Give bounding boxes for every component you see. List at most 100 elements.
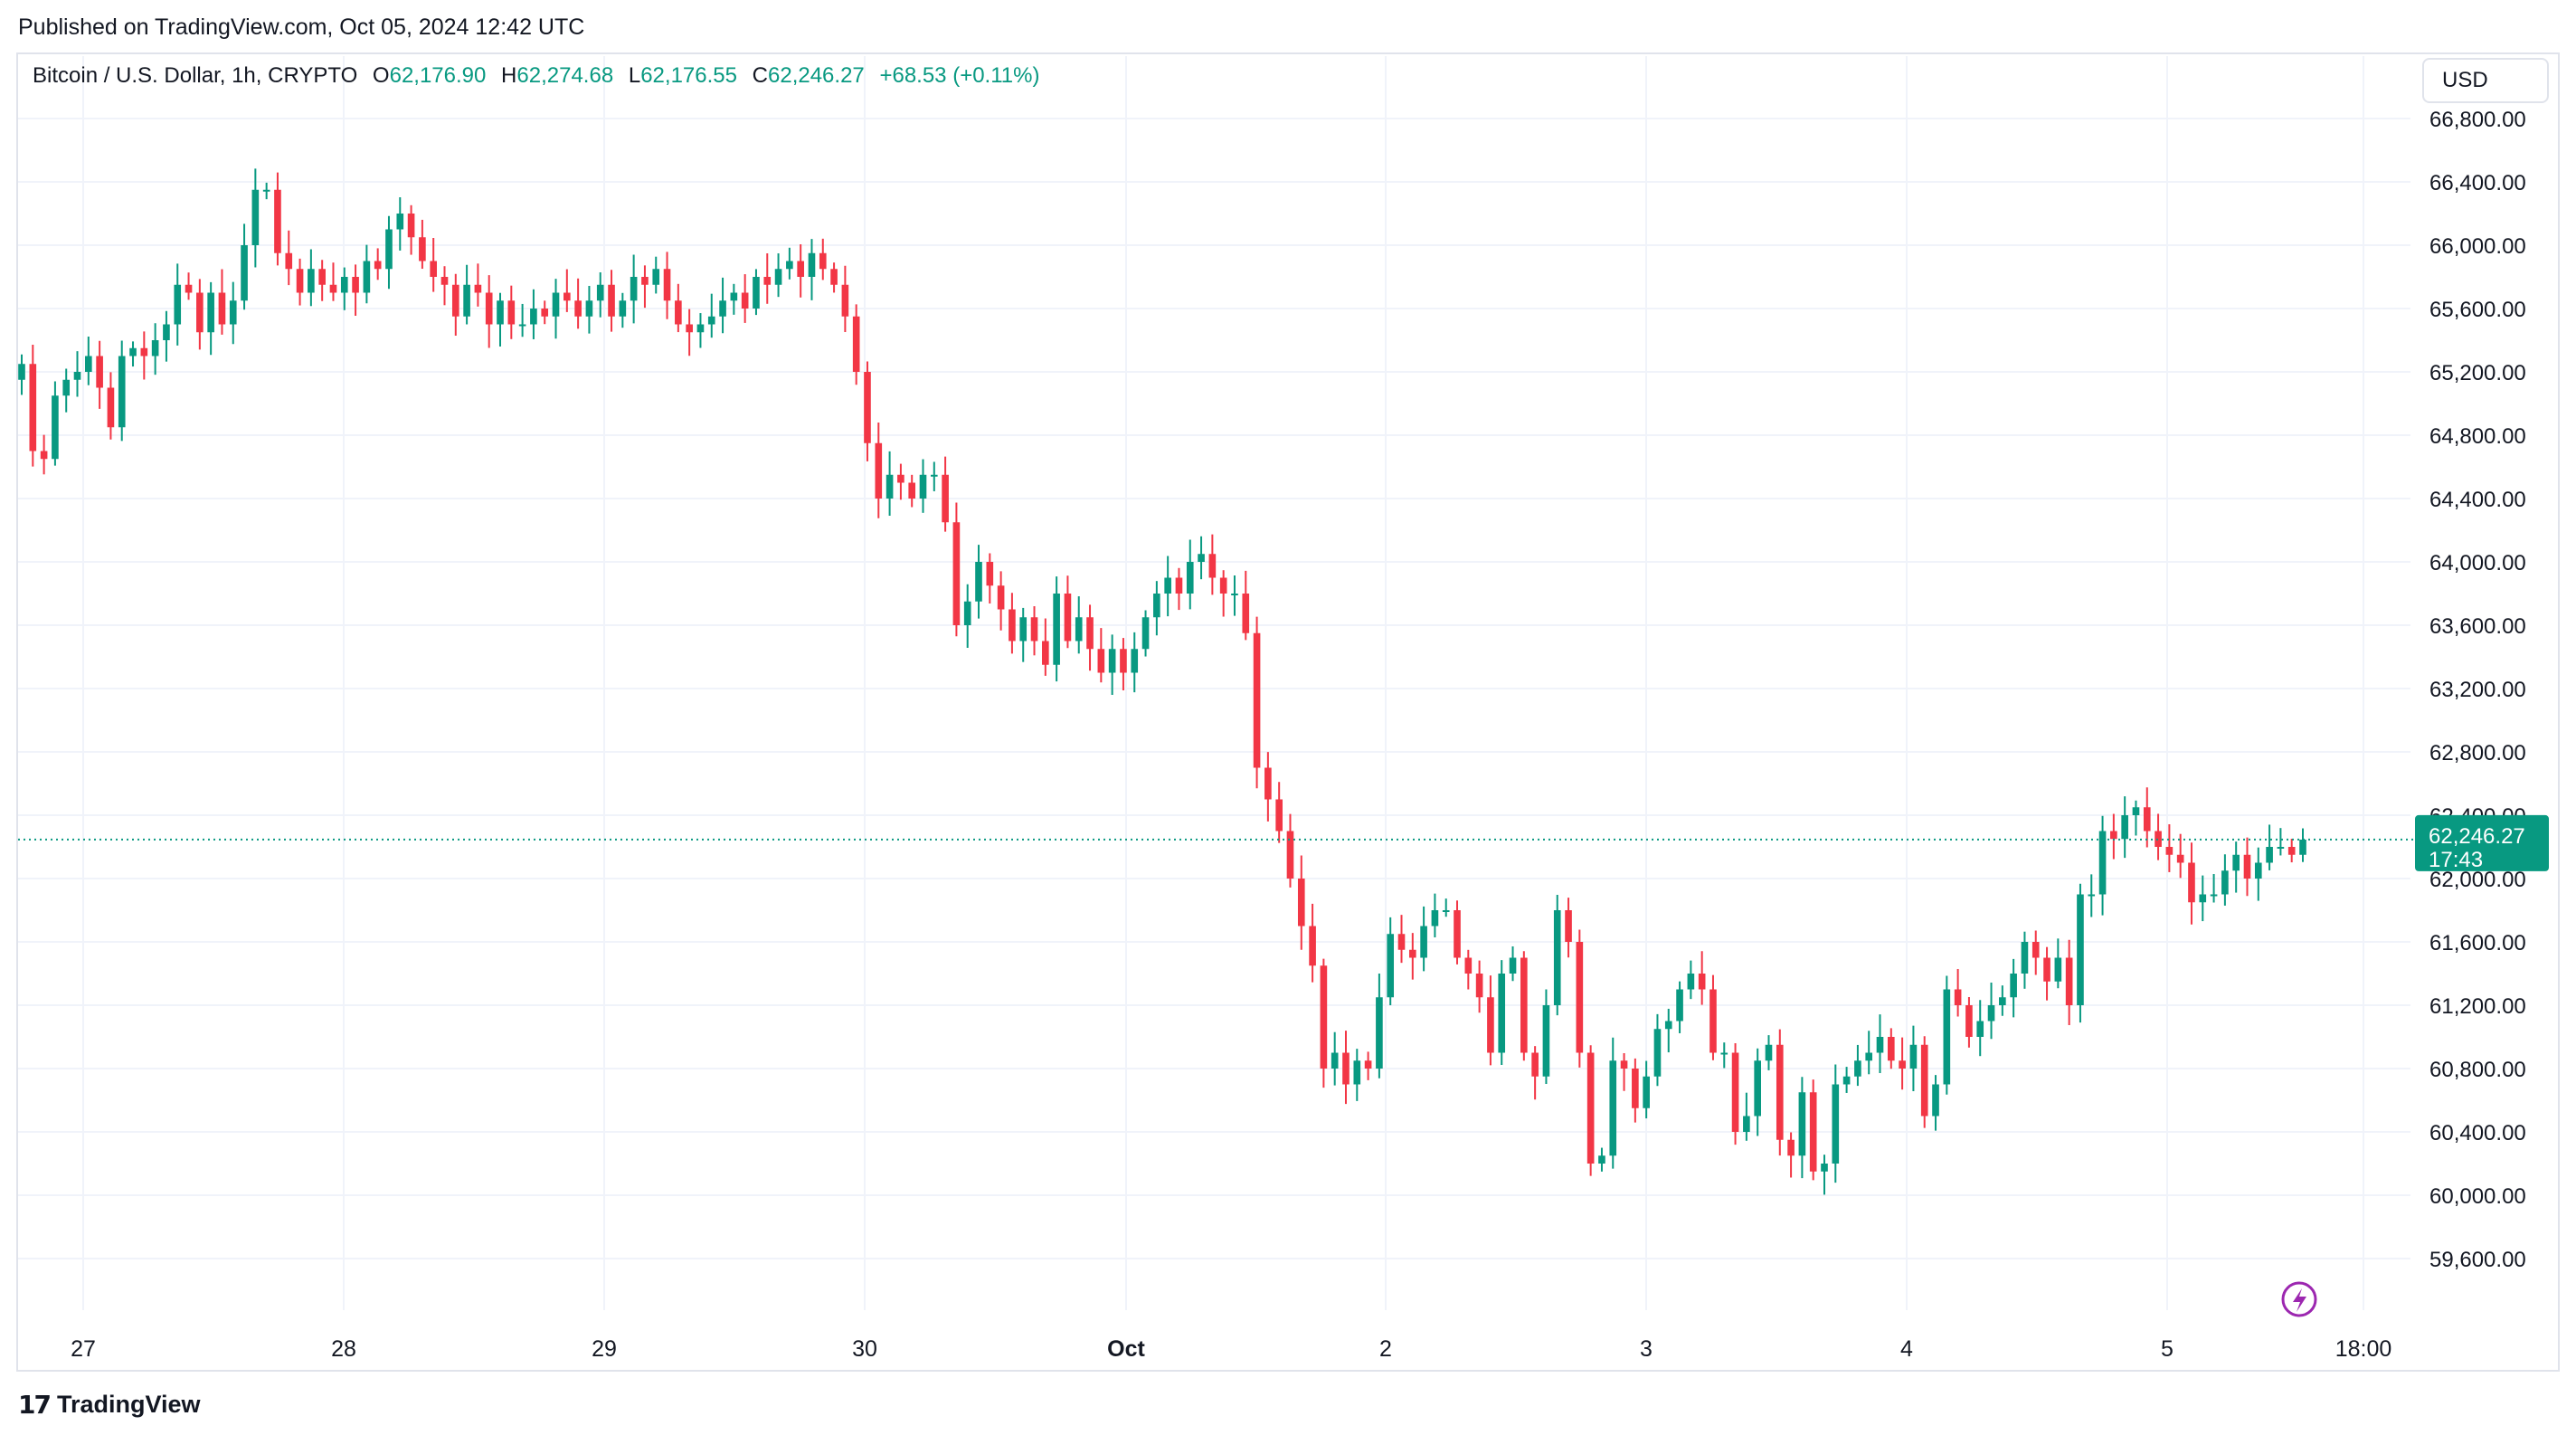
candle-body — [2188, 862, 2195, 903]
candle-body — [1286, 831, 1294, 879]
candle-body — [1787, 1139, 1795, 1156]
lightning-icon[interactable] — [2281, 1281, 2317, 1317]
y-tick-label: 66,000.00 — [2429, 234, 2526, 259]
candle-body — [1097, 649, 1105, 673]
candle-body — [407, 214, 415, 238]
candle-body — [1999, 997, 2006, 1005]
candle-body — [518, 324, 526, 327]
candle-body — [1487, 997, 1494, 1053]
candle-body — [352, 277, 359, 293]
candle-body — [2287, 847, 2296, 855]
candle-body — [430, 261, 438, 277]
candle-body — [1454, 910, 1461, 958]
candle-body — [2088, 894, 2096, 897]
candle-body — [1198, 554, 1205, 562]
x-tick-label: 18:00 — [2335, 1336, 2392, 1362]
candle-body — [185, 284, 193, 293]
candle-body — [40, 451, 48, 460]
candle-body — [2199, 894, 2207, 903]
candle-body — [786, 261, 793, 270]
chart-frame[interactable] — [16, 52, 2560, 1372]
candle-body — [841, 284, 849, 317]
candle-body — [2232, 854, 2240, 871]
y-tick-label: 61,200.00 — [2429, 994, 2526, 1019]
last-price-badge — [2415, 814, 2549, 871]
candle-body — [730, 292, 738, 301]
candle-body — [1932, 1084, 1939, 1117]
x-tick-label: 29 — [592, 1336, 617, 1362]
candle-body — [763, 277, 772, 285]
x-tick-label: 5 — [2161, 1336, 2174, 1362]
candle-body — [1053, 594, 1060, 665]
candle-body — [1320, 965, 1328, 1069]
candle-body — [2143, 807, 2151, 832]
currency-selector[interactable]: USD — [2422, 58, 2549, 103]
candle-body — [85, 356, 92, 372]
candle-body — [1676, 989, 1683, 1022]
last-price-countdown: 17:43 — [2429, 848, 2483, 872]
y-tick-label: 66,400.00 — [2429, 171, 2526, 195]
y-tick-label: 60,800.00 — [2429, 1058, 2526, 1082]
candle-body — [1720, 1052, 1728, 1055]
candle-body — [1609, 1060, 1617, 1156]
x-tick-label: 30 — [852, 1336, 877, 1362]
tradingview-logo[interactable]: 17 TradingView — [18, 1390, 201, 1420]
candle-body — [118, 356, 126, 428]
open-value: 62,176.90 — [389, 63, 487, 88]
candle-body — [329, 284, 337, 293]
candle-body — [707, 316, 715, 325]
candle-body — [474, 284, 482, 293]
x-tick-label: Oct — [1107, 1336, 1145, 1362]
candle-body — [1108, 649, 1116, 673]
candle-body — [1131, 649, 1139, 673]
candle-body — [419, 237, 426, 261]
candle-body — [1297, 879, 1305, 927]
candle-body — [1075, 617, 1083, 641]
candle-body — [1231, 594, 1238, 595]
candle-body — [1208, 554, 1217, 578]
candle-body — [1943, 989, 1951, 1085]
candle-body — [2077, 894, 2084, 1005]
candle-body — [808, 252, 816, 277]
y-tick-label: 64,800.00 — [2429, 424, 2526, 449]
candle-body — [2054, 957, 2062, 982]
candle-body — [564, 292, 571, 301]
candle-body — [2254, 862, 2262, 879]
y-tick-label: 63,600.00 — [2429, 614, 2526, 639]
candle-body — [886, 474, 894, 499]
candle-body — [62, 379, 71, 396]
candle-body — [1309, 926, 1316, 966]
candle-body — [2098, 831, 2107, 895]
candle-body — [830, 269, 838, 285]
x-tick-label: 3 — [1640, 1336, 1653, 1362]
candle-body — [1821, 1164, 1828, 1172]
candle-body — [73, 372, 81, 380]
candle-body — [1464, 957, 1473, 974]
candle-body — [1909, 1044, 1918, 1069]
candle-body — [675, 300, 682, 325]
high-label: H — [501, 63, 517, 88]
candle-body — [2010, 974, 2017, 998]
candle-body — [986, 562, 994, 586]
candle-body — [2221, 870, 2229, 895]
candle-body — [1598, 1155, 1605, 1164]
candle-body — [1565, 910, 1572, 942]
candle-body — [507, 300, 516, 325]
candle-body — [2021, 942, 2029, 974]
candle-body — [340, 277, 348, 293]
candle-body — [2266, 847, 2273, 863]
candle-body — [719, 300, 726, 317]
close-value: 62,246.27 — [768, 63, 865, 88]
candle-body — [1397, 934, 1406, 950]
candle-body — [663, 269, 671, 301]
candle-body — [1976, 1021, 1984, 1037]
candle-body — [1987, 1005, 1995, 1022]
candle-body — [774, 269, 782, 285]
x-tick-label: 2 — [1379, 1336, 1392, 1362]
candle-body — [151, 340, 159, 356]
low-value: 62,176.55 — [640, 63, 737, 88]
x-tick-label: 27 — [71, 1336, 96, 1362]
candle-body — [930, 474, 938, 477]
candle-body — [1253, 632, 1261, 768]
